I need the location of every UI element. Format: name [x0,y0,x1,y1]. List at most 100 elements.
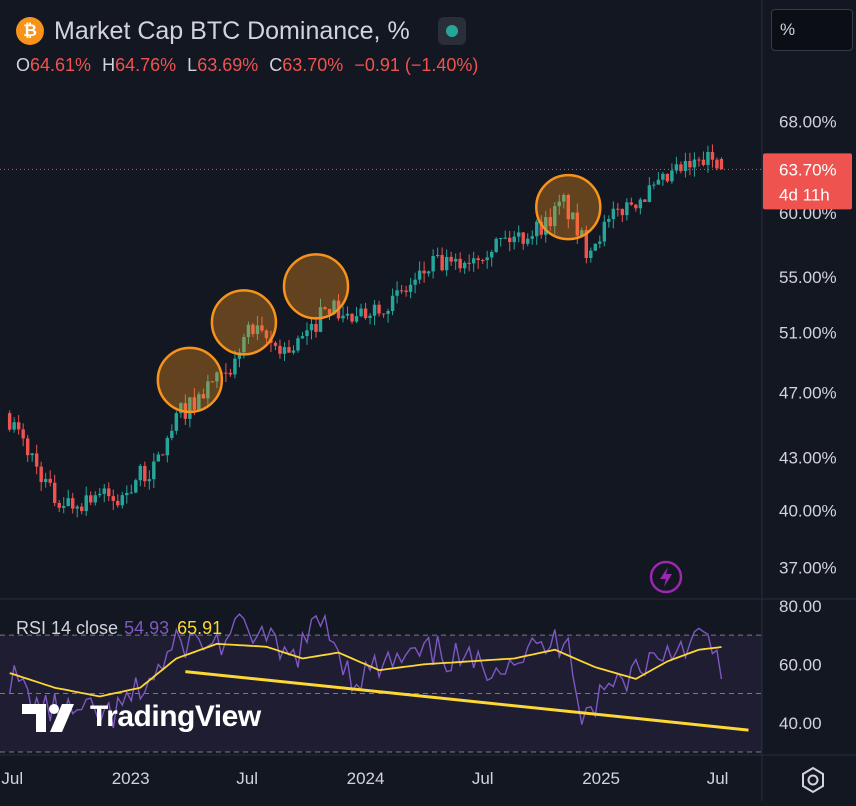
candle-body [107,488,111,497]
candle-body [476,258,480,261]
candle-body [305,330,309,337]
candle-body [616,208,620,210]
y-tick-label: 43.00% [779,448,837,467]
candle-body [206,381,210,399]
candle-body [553,206,557,227]
market-status-icon[interactable] [437,17,466,45]
candle-body [399,290,404,292]
candle-body [75,506,79,509]
candle-body [260,325,264,331]
x-tick-label: 2024 [347,769,385,788]
candle-body [291,350,296,353]
candle-body [125,492,129,496]
rsi-legend[interactable]: RSI 14 close 54.93 65.91 [16,618,222,639]
unit-selector[interactable]: % [771,9,853,51]
candle-body [39,466,43,483]
symbol-title[interactable]: Market Cap BTC Dominance, % [54,16,410,45]
candle-body [404,290,408,292]
candle-body [21,429,25,439]
bitcoin-icon: ₿ [16,17,44,45]
candle-body [12,422,16,430]
candle-body [48,478,52,483]
candle-body [43,478,48,483]
open-label: O [16,55,31,75]
candle-body [544,217,548,235]
candle-body [471,258,476,264]
y-tick-label: 47.00% [779,383,837,402]
candle-body [390,295,395,311]
candle-body [273,342,278,346]
candle-body [634,204,638,209]
candle-body [84,495,88,512]
price-badge-value: 63.70% [779,160,837,179]
candle-body [89,495,93,503]
rsi-y-tick-label: 40.00 [779,714,822,733]
candle-body [701,159,706,165]
candle-body [571,212,575,220]
low-value: 63.69% [197,55,259,75]
candle-body [629,202,634,205]
lightning-icon[interactable] [648,559,684,595]
candle-body [161,454,165,456]
candle-body [264,330,269,339]
candle-body [485,257,489,261]
highlight-circle [535,173,602,241]
candle-body [147,479,152,482]
candle-body [539,221,543,235]
candle-body [156,454,161,462]
candle-body [431,256,435,272]
candle-body [683,161,688,172]
candle-body [638,199,643,209]
candle-body [386,310,390,314]
candle-body [363,308,368,319]
candle-body [282,347,287,354]
candle-body [287,347,291,353]
candle-body [143,465,147,482]
candle-body [251,324,255,334]
candle-body [255,325,260,334]
candle-body [66,498,70,506]
candle-body [643,199,647,202]
candle-body [566,195,570,220]
rsi-y-tick-label: 60.00 [779,655,822,674]
candle-body [327,308,332,315]
candle-body [314,324,318,332]
candle-body [309,324,314,331]
candle-body [98,493,102,496]
candle-body [237,352,242,359]
rsi-ma-value: 65.91 [177,618,223,638]
candle-body [192,397,197,410]
candle-body [584,230,589,258]
candle-body [665,173,670,182]
candle-body [111,496,115,501]
x-tick-label: 2025 [582,769,620,788]
high-value: 64.76% [115,55,177,75]
candle-body [697,159,701,161]
candle-body [300,336,305,339]
rsi-ma-line [9,642,722,698]
candle-body [323,307,327,309]
candle-body [462,262,467,269]
change-value: −0.91 (−1.40%) [354,55,479,75]
y-tick-label: 55.00% [779,268,837,287]
candle-body [719,158,724,170]
candle-body [350,313,354,322]
candle-body [503,237,507,239]
candle-body [116,500,120,506]
candle-body [71,498,75,509]
highlight-circle [156,346,224,414]
candle-body [480,260,485,262]
close-label: C [269,55,283,75]
brand-name: TradingView [90,700,261,733]
candle-body [296,338,300,351]
candle-body [413,279,417,285]
candle-body [188,397,192,419]
gear-icon[interactable] [798,765,828,795]
candle-body [706,152,710,165]
price-badge-countdown: 4d 11h [779,185,830,204]
x-tick-label: 2023 [112,769,150,788]
candle-body [52,482,57,503]
rsi-value: 54.93 [124,618,170,638]
